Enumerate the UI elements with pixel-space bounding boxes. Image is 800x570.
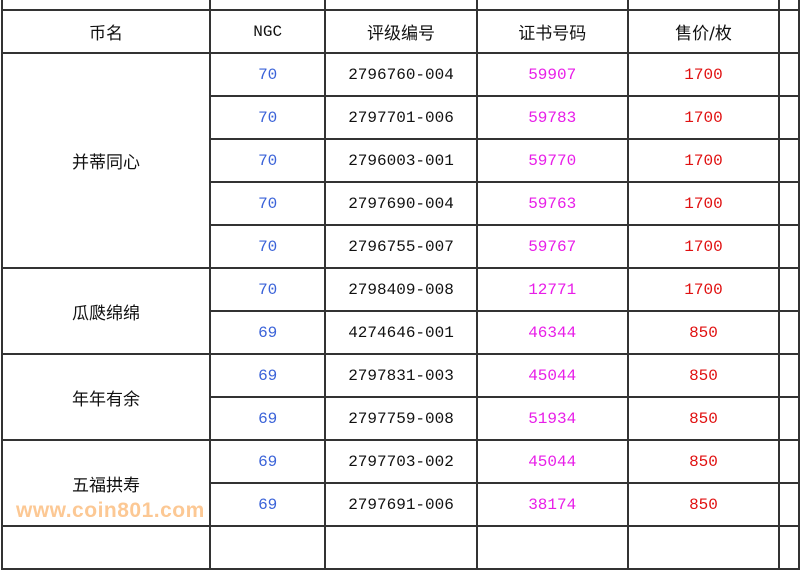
price: 850 bbox=[626, 396, 781, 441]
empty-cell bbox=[324, 0, 478, 11]
cert-number: 51934 bbox=[475, 396, 629, 441]
extra-cell bbox=[778, 439, 800, 484]
ngc-grade: 70 bbox=[209, 138, 327, 183]
table-row: 并蒂同心 70 2796760-004 59907 1700 bbox=[0, 52, 800, 269]
ngc-grade: 69 bbox=[209, 310, 327, 355]
coin-name: 年年有余 bbox=[0, 353, 212, 441]
table-row: 瓜瓞绵绵 70 2798409-008 12771 1700 bbox=[0, 267, 800, 355]
top-partial-row bbox=[0, 0, 800, 11]
empty-cell bbox=[209, 0, 327, 11]
empty-cell bbox=[209, 525, 327, 570]
ngc-grade: 70 bbox=[209, 95, 327, 140]
table-row: 70 2797701-006 59783 1700 bbox=[2, 95, 800, 140]
empty-cell bbox=[475, 525, 629, 570]
cert-number: 59767 bbox=[475, 224, 629, 269]
table-row: 年年有余 69 2797831-003 45044 850 bbox=[0, 353, 800, 441]
coin-name: 瓜瓞绵绵 bbox=[0, 267, 212, 355]
header-grade-no: 评级编号 bbox=[324, 9, 478, 54]
header-row: 币名 NGC 评级编号 证书号码 售价/枚 bbox=[0, 9, 800, 54]
empty-cell bbox=[324, 525, 478, 570]
header-extra bbox=[778, 9, 800, 54]
header-price: 售价/枚 bbox=[626, 9, 781, 54]
empty-cell bbox=[0, 525, 212, 570]
price: 1700 bbox=[626, 95, 781, 140]
grade-number: 2797701-006 bbox=[324, 95, 478, 140]
grade-number: 2796003-001 bbox=[324, 138, 478, 183]
coin-name: 五福拱寿 bbox=[0, 439, 212, 527]
price: 850 bbox=[626, 439, 781, 484]
table-row: 69 2797759-008 51934 850 bbox=[2, 396, 800, 441]
extra-cell bbox=[778, 181, 800, 226]
table-row: 69 4274646-001 46344 850 bbox=[2, 310, 800, 355]
empty-cell bbox=[626, 525, 781, 570]
header-cert-no: 证书号码 bbox=[475, 9, 629, 54]
bottom-partial-row bbox=[0, 525, 800, 570]
grade-number: 2796755-007 bbox=[324, 224, 478, 269]
empty-cell bbox=[626, 0, 781, 11]
extra-cell bbox=[778, 224, 800, 269]
grade-number: 2796760-004 bbox=[324, 52, 478, 97]
grade-number: 2797759-008 bbox=[324, 396, 478, 441]
cert-number: 59770 bbox=[475, 138, 629, 183]
extra-cell bbox=[778, 267, 800, 312]
table-row: 69 2797691-006 38174 850 bbox=[2, 482, 800, 527]
cert-number: 46344 bbox=[475, 310, 629, 355]
table-row: 70 2796003-001 59770 1700 bbox=[2, 138, 800, 183]
grade-number: 2797831-003 bbox=[324, 353, 478, 398]
extra-cell bbox=[778, 396, 800, 441]
cert-number: 45044 bbox=[475, 353, 629, 398]
table-row: 70 2796755-007 59767 1700 bbox=[2, 224, 800, 269]
empty-cell bbox=[475, 0, 629, 11]
ngc-grade: 69 bbox=[209, 482, 327, 527]
price: 1700 bbox=[626, 138, 781, 183]
price: 1700 bbox=[626, 224, 781, 269]
price: 1700 bbox=[626, 267, 781, 312]
grade-number: 2798409-008 bbox=[324, 267, 478, 312]
price: 1700 bbox=[626, 181, 781, 226]
extra-cell bbox=[778, 310, 800, 355]
extra-cell bbox=[778, 353, 800, 398]
grade-number: 4274646-001 bbox=[324, 310, 478, 355]
grade-number: 2797690-004 bbox=[324, 181, 478, 226]
grade-number: 2797691-006 bbox=[324, 482, 478, 527]
extra-cell bbox=[778, 482, 800, 527]
coin-name: 并蒂同心 bbox=[0, 52, 212, 269]
price: 850 bbox=[626, 310, 781, 355]
cert-number: 12771 bbox=[475, 267, 629, 312]
cert-number: 45044 bbox=[475, 439, 629, 484]
extra-cell bbox=[778, 95, 800, 140]
empty-cell bbox=[778, 0, 800, 11]
cert-number: 38174 bbox=[475, 482, 629, 527]
price: 1700 bbox=[626, 52, 781, 97]
header-ngc: NGC bbox=[209, 9, 327, 54]
table-row: 五福拱寿 69 2797703-002 45044 850 bbox=[0, 439, 800, 527]
extra-cell bbox=[778, 52, 800, 97]
empty-cell bbox=[0, 0, 212, 11]
ngc-grade: 69 bbox=[209, 353, 327, 398]
extra-cell bbox=[778, 138, 800, 183]
ngc-grade: 70 bbox=[209, 267, 327, 312]
price: 850 bbox=[626, 353, 781, 398]
ngc-grade: 70 bbox=[209, 52, 327, 97]
ngc-grade: 69 bbox=[209, 396, 327, 441]
cert-number: 59783 bbox=[475, 95, 629, 140]
price: 850 bbox=[626, 482, 781, 527]
cert-number: 59907 bbox=[475, 52, 629, 97]
ngc-grade: 70 bbox=[209, 224, 327, 269]
header-coin-name: 币名 bbox=[0, 9, 212, 54]
cert-number: 59763 bbox=[475, 181, 629, 226]
table-row: 70 2797690-004 59763 1700 bbox=[2, 181, 800, 226]
grade-number: 2797703-002 bbox=[324, 439, 478, 484]
ngc-grade: 69 bbox=[209, 439, 327, 484]
ngc-grade: 70 bbox=[209, 181, 327, 226]
empty-cell bbox=[778, 525, 800, 570]
